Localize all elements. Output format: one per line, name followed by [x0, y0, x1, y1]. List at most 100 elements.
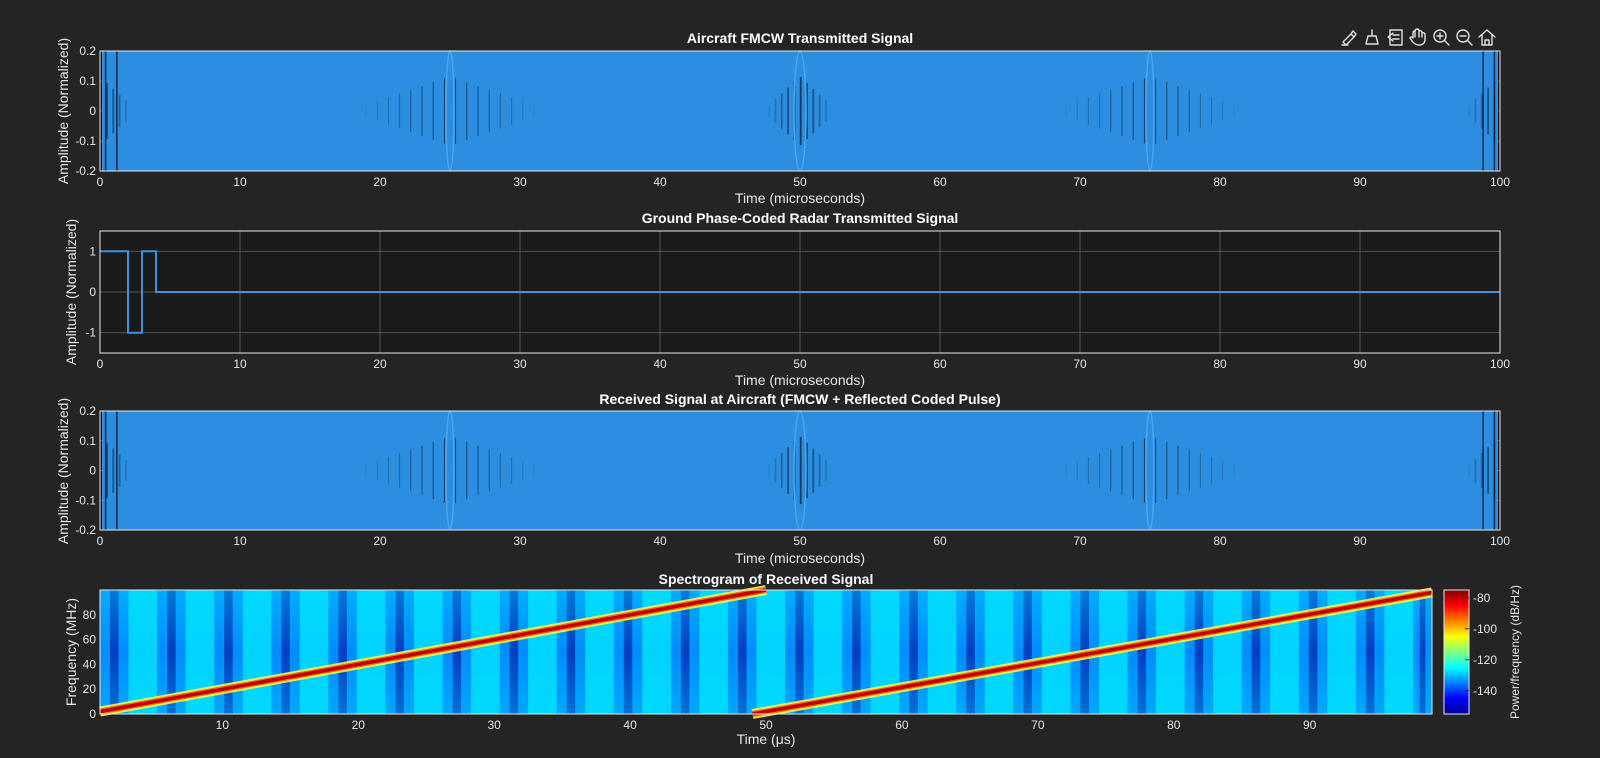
axes-toolbar [1339, 27, 1497, 47]
y-tick-label: 0 [89, 707, 96, 721]
pulse-line [100, 250, 1500, 334]
ridge-core [752, 590, 1433, 716]
y-axis-label: Amplitude (Normalized) [55, 38, 71, 184]
x-tick-label: 80 [1213, 534, 1227, 548]
x-tick-label: 20 [373, 357, 387, 371]
x-tick-label: 0 [97, 357, 104, 371]
x-tick-label: 30 [513, 534, 527, 548]
y-tick-label: 0.2 [79, 44, 96, 58]
restore-icon[interactable] [1385, 27, 1405, 47]
y-tick-label: 0.2 [79, 404, 96, 418]
home-icon[interactable] [1477, 27, 1497, 47]
x-tick-labels: 0 10 20 30 40 50 60 70 80 90 100 [97, 357, 1511, 371]
colorbar: -80 -100 -120 -140 Power/frequency (dB/Hz) [1443, 585, 1522, 719]
y-tick-labels: -0.2 -0.1 0 0.1 0.2 [75, 404, 96, 537]
panel-phase-coded-transmitted: 0 10 20 30 40 50 60 70 80 90 100 -1 0 1 Ground Phase… [63, 210, 1510, 388]
x-tick-label: 10 [233, 357, 247, 371]
x-tick-label: 30 [487, 718, 501, 732]
x-tick-label: 20 [373, 175, 387, 189]
x-tick-label: 80 [1213, 175, 1227, 189]
x-tick-label: 50 [793, 175, 807, 189]
colorbar-tick-label: -80 [1473, 591, 1491, 605]
x-tick-label: 90 [1353, 357, 1367, 371]
x-tick-label: 40 [623, 718, 637, 732]
y-tick-labels: 0 20 40 60 80 [83, 608, 97, 721]
y-tick-label: 20 [83, 682, 97, 696]
axes-box [99, 410, 1501, 531]
signal-trace [100, 250, 1500, 334]
x-tick-label: 20 [352, 718, 366, 732]
x-tick-label: 70 [1073, 175, 1087, 189]
x-tick-label: 100 [1490, 175, 1510, 189]
x-tick-label: 30 [513, 357, 527, 371]
colorbar-ticks: -80 -100 -120 -140 [1465, 591, 1497, 698]
datatip-icon[interactable] [1362, 27, 1382, 47]
x-axis-label: Time (microseconds) [735, 372, 865, 388]
chirp-ridges [99, 585, 1433, 719]
panel-fmcw-transmitted: 0 10 20 30 40 50 60 70 80 90 100 -0.2 -0.1 0 0.1 0.2 A… [55, 30, 1510, 206]
y-axis-label: Amplitude (Normalized) [63, 219, 79, 365]
y-tick-label: 80 [83, 608, 97, 622]
y-tick-labels: -1 0 1 [85, 244, 96, 339]
chart-title: Spectrogram of Received Signal [659, 571, 874, 587]
x-tick-label: 10 [233, 534, 247, 548]
x-tick-label: 50 [793, 534, 807, 548]
y-tick-label: 0 [89, 104, 96, 118]
x-tick-label: 60 [933, 357, 947, 371]
y-tick-label: 0.1 [79, 434, 96, 448]
x-tick-label: 50 [759, 718, 773, 732]
chart-title: Aircraft FMCW Transmitted Signal [687, 30, 913, 46]
chart-title: Ground Phase-Coded Radar Transmitted Sig… [642, 210, 959, 226]
ridge-core [99, 588, 767, 714]
x-tick-label: 40 [653, 175, 667, 189]
x-tick-label: 10 [216, 718, 230, 732]
zoom-out-icon[interactable] [1454, 27, 1474, 47]
x-tick-label: 70 [1073, 357, 1087, 371]
colorbar-label: Power/frequency (dB/Hz) [1508, 585, 1522, 719]
y-tick-label: 0 [89, 464, 96, 478]
y-tick-label: 0.1 [79, 74, 96, 88]
x-tick-label: 10 [233, 175, 247, 189]
axes-box [99, 589, 1433, 715]
x-tick-label: 90 [1303, 718, 1317, 732]
y-tick-label: -0.1 [75, 134, 96, 148]
signal-trace [102, 50, 1498, 172]
x-axis-label: Time (microseconds) [735, 190, 865, 206]
colorbar-tick-label: -120 [1473, 653, 1497, 667]
x-tick-label: 80 [1167, 718, 1181, 732]
y-tick-label: -1 [85, 326, 96, 340]
x-tick-label: 40 [653, 534, 667, 548]
y-tick-label: -0.2 [75, 523, 96, 537]
chart-title: Received Signal at Aircraft (FMCW + Refl… [599, 391, 1000, 407]
brush-icon[interactable] [1339, 27, 1359, 47]
x-tick-label: 0 [97, 534, 104, 548]
signal-trace [102, 410, 1498, 531]
x-tick-label: 30 [513, 175, 527, 189]
x-tick-labels: 10 20 30 40 50 60 70 80 90 [216, 718, 1317, 732]
axes-box [99, 50, 1501, 172]
x-tick-label: 20 [373, 534, 387, 548]
zoom-in-icon[interactable] [1431, 27, 1451, 47]
x-tick-label: 70 [1073, 534, 1087, 548]
x-tick-label: 60 [933, 175, 947, 189]
x-axis-label: Time (microseconds) [735, 550, 865, 566]
x-tick-labels: 0 10 20 30 40 50 60 70 80 90 100 [97, 175, 1511, 189]
x-tick-label: 80 [1213, 357, 1227, 371]
y-tick-label: 1 [89, 244, 96, 258]
colorbar-tick-label: -100 [1473, 622, 1497, 636]
y-tick-label: -0.2 [75, 164, 96, 178]
x-tick-label: 60 [895, 718, 909, 732]
spectral-shading [100, 590, 1432, 714]
x-tick-label: 50 [793, 357, 807, 371]
x-tick-label: 70 [1031, 718, 1045, 732]
x-tick-label: 90 [1353, 175, 1367, 189]
colorbar-gradient [1443, 589, 1470, 715]
y-axis-label: Frequency (MHz) [63, 598, 79, 706]
pan-hand-icon[interactable] [1408, 27, 1428, 47]
x-tick-label: 90 [1353, 534, 1367, 548]
y-tick-labels: -0.2 -0.1 0 0.1 0.2 [75, 44, 96, 178]
colorbar-tick-label: -140 [1473, 684, 1497, 698]
x-tick-label: 100 [1490, 534, 1510, 548]
panel-spectrogram: 10 20 30 40 50 60 70 80 90 0 20 40 60 80 Spectrogram… [63, 571, 1522, 747]
